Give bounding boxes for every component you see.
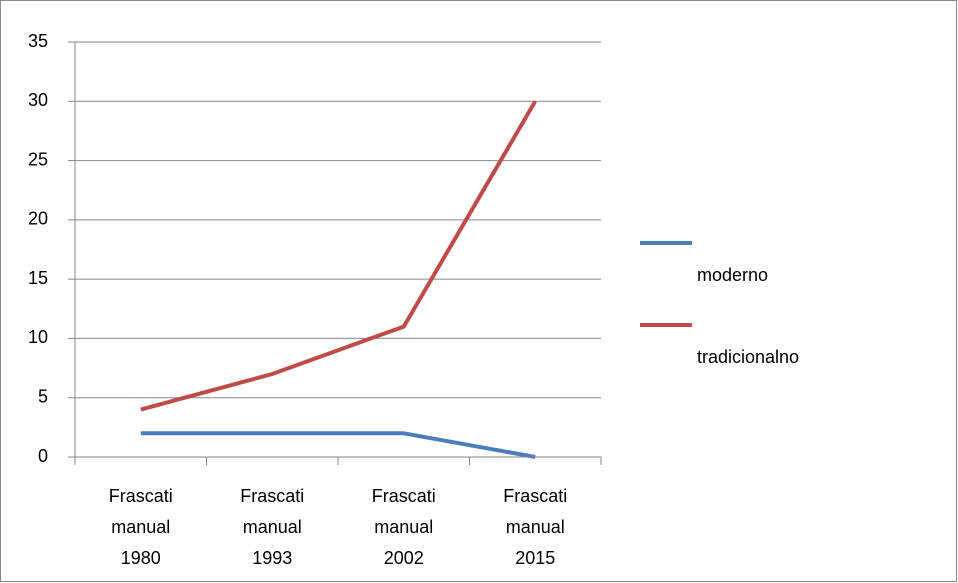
y-tick-label: 30 [28, 90, 48, 110]
y-tick-label: 15 [28, 268, 48, 288]
line-series [140, 431, 536, 459]
legend-label: tradicionalno [697, 347, 800, 367]
y-tick-label: 10 [28, 327, 48, 347]
line-series [140, 100, 537, 412]
x-tick-label: Frascati manual 2015 [503, 486, 568, 568]
y-tick-label: 5 [38, 386, 48, 406]
x-tick-label: Frascati manual 1993 [240, 486, 305, 568]
legend-label: moderno [697, 265, 769, 285]
x-tick-label: Frascati manual 2002 [371, 486, 436, 568]
x-tick-label: Frascati manual 1980 [108, 486, 173, 568]
y-tick-label: 35 [28, 31, 48, 51]
y-tick-label: 0 [38, 446, 48, 466]
y-tick-label: 25 [28, 149, 48, 169]
y-tick-label: 20 [28, 209, 48, 229]
